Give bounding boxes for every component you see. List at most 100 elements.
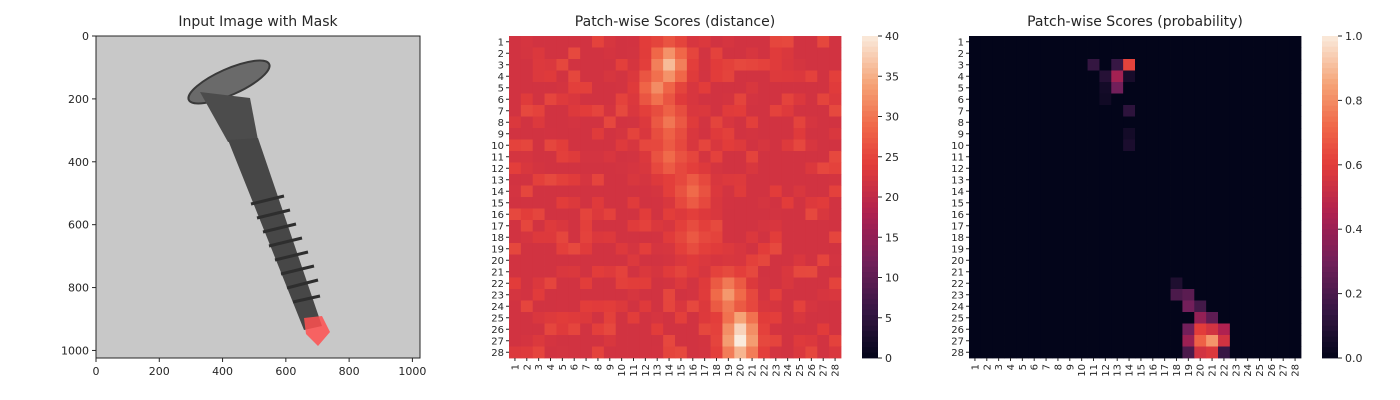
heatmap-cell [829,289,842,301]
heatmap-cell [969,47,982,60]
heatmap-cell [1040,185,1053,198]
heatmap-cell [568,220,581,232]
heatmap-cell [592,323,605,336]
heatmap-cell [698,208,711,221]
heatmap-cell [980,47,994,60]
heatmap-cell [734,300,747,313]
heatmap-cell [1206,70,1219,83]
colorbar-segment [1322,341,1338,348]
heatmap-cell [686,47,700,60]
heatmap-cell [769,243,783,255]
heatmap-cell [1218,105,1231,117]
heatmap-cell [663,116,676,129]
heatmap-cell [592,116,605,129]
heatmap-cell [1218,128,1231,140]
panel-input-image: Input Image with Mask 0 [61,14,426,378]
heatmap-cell [1016,82,1029,94]
col-tick-label: 15 [676,364,687,377]
heatmap-cell [592,162,605,175]
heatmap-cell [1218,220,1231,232]
heatmap-cell [1253,70,1266,83]
heatmap-cell [1194,128,1207,140]
heatmap-cell [1099,36,1112,48]
heatmap-cell [1265,220,1278,232]
heatmap-cell [1075,300,1088,313]
heatmap-cell [1075,151,1088,163]
heatmap-cell [1063,151,1077,163]
heatmap-cell [769,323,783,336]
heatmap-cell [651,185,664,198]
heatmap-cell [817,335,830,347]
heatmap-cell [1170,105,1183,117]
heatmap-cell [1146,185,1160,198]
heatmap-cell [651,254,664,267]
heatmap-cell [615,231,628,244]
heatmap-cell [969,105,982,117]
heatmap-cell [568,174,581,186]
heatmap-cell [829,174,842,186]
heatmap-cell [509,243,522,255]
heatmap-cell [1158,47,1171,60]
heatmap-cell [1218,312,1231,324]
heatmap-cell [686,116,700,129]
heatmap-cell [710,185,723,198]
heatmap-cell [710,105,723,117]
heatmap-cell [556,59,569,71]
heatmap-cell [1016,105,1029,117]
heatmap-cell [1229,335,1243,347]
heatmap-cell [1289,197,1302,209]
heatmap-cell [722,346,735,359]
heatmap-cell [592,47,605,60]
heatmap-cell [969,335,982,347]
x-tick-label: 0 [93,365,100,378]
heatmap-cell [568,231,581,244]
heatmap-cell [1277,128,1290,140]
col-tick-label: 10 [617,364,628,377]
heatmap-cell [1099,47,1112,60]
heatmap-cell [1028,312,1041,324]
heatmap-cell [663,220,676,232]
heatmap-cell [1253,36,1266,48]
heatmap-cell [746,243,759,255]
heatmap-cell [1146,243,1160,255]
heatmap-cell [1063,59,1077,71]
heatmap-cell [544,36,557,48]
heatmap-cell [639,151,652,163]
heatmap-cell [651,323,664,336]
colorbar-tick-label: 0.0 [1345,352,1363,365]
heatmap-cell [746,82,759,94]
heatmap-cell [627,266,640,278]
heatmap-cell [592,128,605,140]
heatmap-cell [1099,128,1112,140]
heatmap-cell [532,289,545,301]
heatmap-cell [1028,185,1041,198]
heatmap-cell [532,116,545,129]
heatmap-cell [627,346,640,359]
col-tick-label: 26 [807,364,818,377]
heatmap-cell [1182,105,1195,117]
heatmap-cell [1218,197,1231,209]
heatmap-cell [781,185,794,198]
row-tick-label: 1 [498,37,504,48]
heatmap-cell [805,231,818,244]
heatmap-cell [746,312,759,324]
heatmap-cell [568,93,581,106]
heatmap-cell [1099,151,1112,163]
heatmap-cell [544,266,557,278]
heatmap-cell [746,116,759,129]
heatmap-cell [769,59,783,71]
heatmap-cell [509,151,522,163]
colorbar-tick-label: 10 [885,272,899,285]
colorbar-segment [862,46,878,53]
heatmap-cell [1146,312,1160,324]
heatmap-cell [1004,335,1017,347]
heatmap-cell [781,139,794,152]
heatmap-cell [1028,220,1041,232]
heatmap-cell [1265,105,1278,117]
heatmap-cell [1158,82,1171,94]
heatmap-cell [532,335,545,347]
heatmap-cell [568,346,581,359]
heatmap-cell [793,312,806,324]
heatmap-cell [1135,346,1148,359]
heatmap-cell [627,151,640,163]
